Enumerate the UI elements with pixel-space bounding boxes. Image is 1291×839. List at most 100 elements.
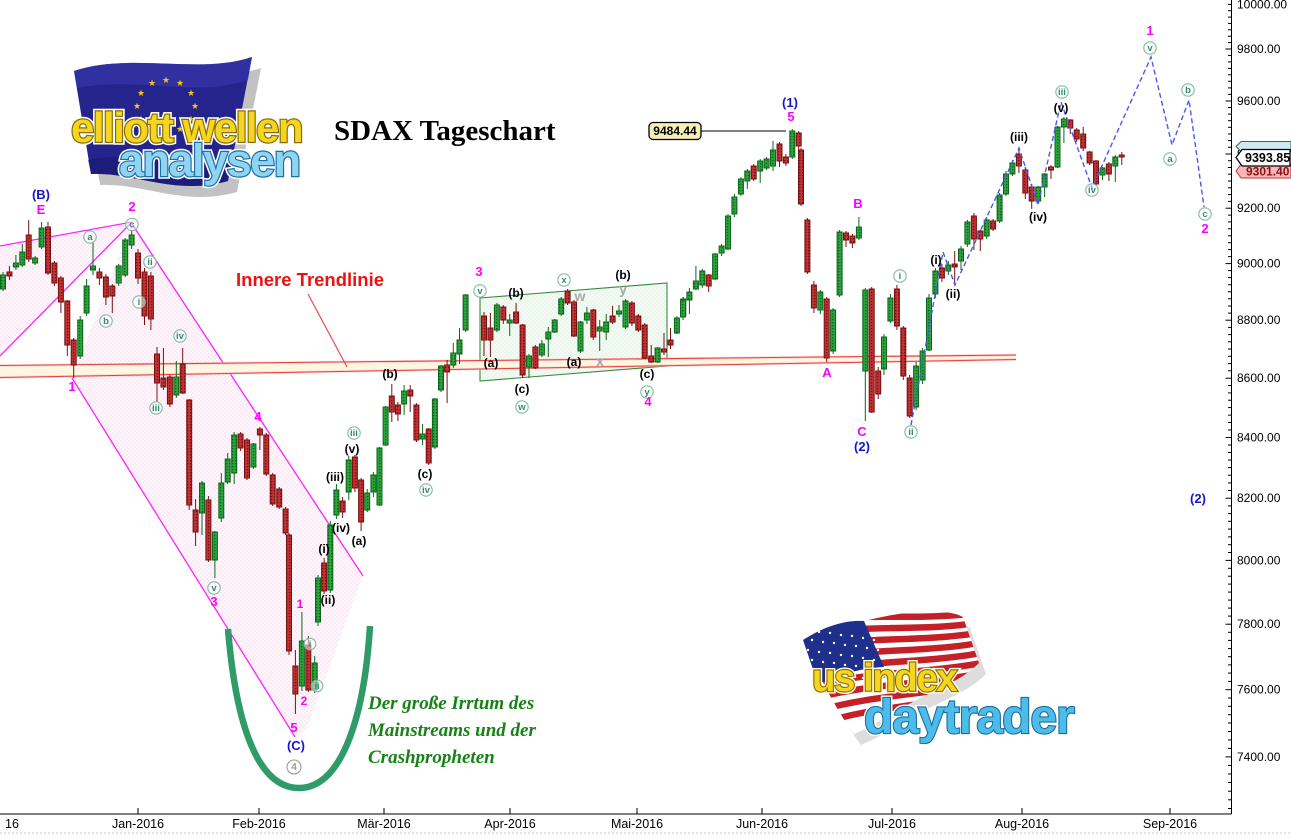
svg-text:9800.00: 9800.00 <box>1237 42 1281 56</box>
svg-text:Mai-2016: Mai-2016 <box>611 817 663 831</box>
svg-text:Crashpropheten: Crashpropheten <box>368 747 495 768</box>
svg-text:(a): (a) <box>352 534 367 548</box>
svg-text:9301.40: 9301.40 <box>1246 165 1290 179</box>
svg-text:y: y <box>619 281 627 297</box>
svg-text:(v): (v) <box>345 442 360 456</box>
svg-text:us index: us index <box>812 657 958 700</box>
svg-text:B: B <box>853 196 862 211</box>
svg-text:v: v <box>211 583 217 594</box>
svg-text:elliott wellen: elliott wellen <box>71 104 302 151</box>
svg-text:E: E <box>37 202 46 217</box>
svg-text:analysen: analysen <box>119 135 300 186</box>
svg-text:4: 4 <box>254 409 262 424</box>
svg-text:7400.00: 7400.00 <box>1237 750 1281 764</box>
svg-text:c: c <box>129 220 134 231</box>
svg-text:(b): (b) <box>615 268 630 282</box>
svg-text:daytrader: daytrader <box>864 691 1074 744</box>
svg-text:x: x <box>596 353 604 369</box>
svg-text:(ii): (ii) <box>321 593 336 607</box>
svg-text:a: a <box>87 232 93 243</box>
svg-text:SDAX Tageschart: SDAX Tageschart <box>334 115 556 147</box>
svg-text:(2): (2) <box>1190 491 1206 506</box>
svg-text:y: y <box>644 387 650 398</box>
svg-text:iii: iii <box>1058 87 1066 98</box>
svg-text:ii: ii <box>314 681 319 691</box>
svg-text:10000.00: 10000.00 <box>1237 0 1287 12</box>
svg-text:(a): (a) <box>484 356 499 370</box>
svg-text:1: 1 <box>297 597 304 611</box>
svg-text:9600.00: 9600.00 <box>1237 94 1281 108</box>
svg-text:16: 16 <box>5 817 19 831</box>
svg-text:w: w <box>517 402 526 413</box>
svg-text:analysen: analysen <box>119 135 300 186</box>
svg-text:9000.00: 9000.00 <box>1237 257 1281 271</box>
svg-text:Mär-2016: Mär-2016 <box>357 817 411 831</box>
svg-text:(ii): (ii) <box>946 287 961 301</box>
svg-text:iii: iii <box>350 428 358 439</box>
svg-text:★: ★ <box>176 78 184 88</box>
svg-text:ii: ii <box>147 257 152 268</box>
svg-text:iv: iv <box>176 331 185 342</box>
svg-text:(1): (1) <box>782 95 798 110</box>
svg-text:Feb-2016: Feb-2016 <box>232 817 286 831</box>
svg-text:★: ★ <box>137 88 145 98</box>
svg-text:b: b <box>1185 85 1191 96</box>
svg-text:iv: iv <box>422 485 431 496</box>
svg-text:2: 2 <box>128 199 135 214</box>
svg-text:Jun-2016: Jun-2016 <box>736 817 788 831</box>
svg-text:★: ★ <box>162 127 170 137</box>
svg-text:4: 4 <box>644 394 652 409</box>
svg-text:8400.00: 8400.00 <box>1237 431 1281 445</box>
svg-text:5: 5 <box>290 720 297 735</box>
svg-text:i: i <box>899 271 902 282</box>
svg-text:(c): (c) <box>640 367 655 381</box>
svg-text:Mainstreams und der: Mainstreams und der <box>367 720 536 741</box>
svg-text:Der große Irrtum des: Der große Irrtum des <box>367 693 534 714</box>
svg-text:iv: iv <box>1088 185 1097 196</box>
svg-text:★: ★ <box>162 75 170 85</box>
svg-text:(iii): (iii) <box>326 470 344 484</box>
svg-text:★: ★ <box>133 101 141 111</box>
svg-text:8600.00: 8600.00 <box>1237 371 1281 385</box>
svg-text:x: x <box>561 275 567 286</box>
svg-text:★: ★ <box>148 78 156 88</box>
svg-text:v: v <box>477 286 483 297</box>
svg-text:5: 5 <box>787 109 794 124</box>
svg-text:(2): (2) <box>854 439 870 454</box>
svg-text:Apr-2016: Apr-2016 <box>484 817 535 831</box>
svg-text:★: ★ <box>176 124 184 134</box>
svg-text:w: w <box>574 288 586 304</box>
svg-text:(b): (b) <box>382 367 397 381</box>
svg-text:★: ★ <box>187 114 195 124</box>
svg-text:9200.00: 9200.00 <box>1237 201 1281 215</box>
svg-text:C: C <box>857 424 867 439</box>
svg-text:(i): (i) <box>930 253 941 267</box>
svg-text:Sep-2016: Sep-2016 <box>1143 817 1197 831</box>
svg-text:(c): (c) <box>515 382 530 396</box>
svg-text:iii: iii <box>152 403 160 414</box>
svg-text:8200.00: 8200.00 <box>1237 491 1281 505</box>
svg-text:daytrader: daytrader <box>864 691 1074 744</box>
svg-text:i: i <box>138 297 141 308</box>
svg-text:(C): (C) <box>287 738 305 753</box>
svg-text:3: 3 <box>475 264 482 279</box>
svg-text:9393.85: 9393.85 <box>1245 151 1290 165</box>
svg-text:Jan-2016: Jan-2016 <box>112 817 164 831</box>
svg-text:(c): (c) <box>418 467 433 481</box>
svg-text:9484.44: 9484.44 <box>653 124 697 138</box>
svg-text:3: 3 <box>210 594 217 609</box>
svg-text:(i): (i) <box>318 542 329 556</box>
svg-text:7800.00: 7800.00 <box>1237 617 1281 631</box>
svg-text:(b): (b) <box>508 286 523 300</box>
svg-text:8800.00: 8800.00 <box>1237 313 1281 327</box>
svg-text:(a): (a) <box>567 355 582 369</box>
svg-text:a: a <box>1167 154 1173 165</box>
svg-text:7600.00: 7600.00 <box>1237 683 1281 697</box>
svg-text:★: ★ <box>187 88 195 98</box>
svg-text:(iv): (iv) <box>332 521 350 535</box>
svg-text:A: A <box>822 365 832 380</box>
svg-text:(iii): (iii) <box>1010 130 1028 144</box>
svg-text:1: 1 <box>68 379 75 394</box>
svg-text:us index: us index <box>812 657 958 700</box>
svg-text:Aug-2016: Aug-2016 <box>995 817 1049 831</box>
